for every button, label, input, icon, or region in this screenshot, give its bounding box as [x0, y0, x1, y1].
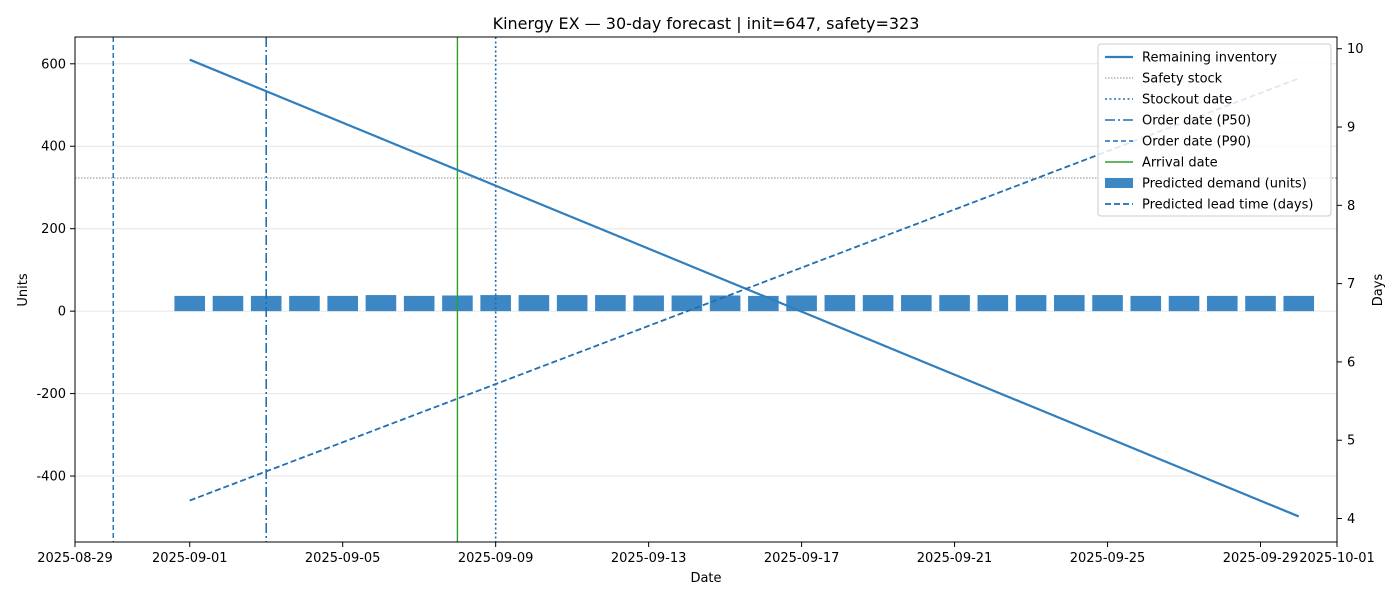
legend-label-order-date-p50: Order date (P50) — [1142, 114, 1251, 129]
demand-bar — [824, 295, 856, 312]
x-axis-title: Date — [690, 571, 721, 586]
legend-label-stockout-date: Stockout date — [1142, 93, 1232, 108]
x-tick-label: 2025-08-29 — [37, 551, 113, 566]
x-tick-label: 2025-09-21 — [917, 551, 993, 566]
legend: Remaining inventory Safety stock Stockout … — [1097, 43, 1332, 217]
y-tick-label: -200 — [36, 387, 66, 402]
legend-label-safety-stock: Safety stock — [1142, 72, 1223, 87]
y-tick-label: 600 — [41, 57, 66, 72]
demand-bar — [786, 295, 817, 312]
series-lines — [189, 58, 1300, 518]
demand-bar — [1283, 295, 1315, 312]
demand-bar — [1130, 295, 1162, 312]
x-tick-label: 2025-09-13 — [611, 551, 687, 566]
demand-bar — [901, 295, 932, 312]
x-tick-label: 2025-09-29 — [1223, 551, 1299, 566]
y-right-tick-label: 7 — [1347, 277, 1355, 292]
y-tick-label: -400 — [36, 470, 66, 485]
x-tick-label: 2025-09-25 — [1070, 551, 1146, 566]
y-right-tick-label: 8 — [1347, 199, 1355, 214]
demand-bar — [289, 295, 320, 312]
demand-bar — [1168, 295, 1200, 312]
y-right-tick-label: 6 — [1347, 355, 1355, 370]
x-tick-label: 2025-09-05 — [305, 551, 381, 566]
plot-frame — [74, 36, 1338, 543]
demand-bar — [633, 295, 664, 312]
inventory-line — [189, 58, 1300, 518]
demand-bar — [212, 295, 244, 312]
axes: -400 -200 0 200 400 600 4 5 6 7 8 9 10 2025-08-29 2025… — [36, 42, 1374, 566]
y-tick-label: 200 — [41, 222, 66, 237]
demand-bars — [174, 295, 1315, 312]
demand-bar — [327, 295, 358, 312]
x-tick-label: 2025-09-09 — [458, 551, 534, 566]
demand-bar — [595, 295, 626, 312]
demand-bar — [518, 295, 550, 312]
y-right-tick-label: 9 — [1347, 121, 1355, 136]
demand-bar — [1245, 295, 1276, 312]
x-tick-label: 2025-09-17 — [764, 551, 840, 566]
y-axis-title: Units — [16, 273, 31, 306]
demand-bar — [1054, 295, 1085, 312]
demand-bar — [1206, 295, 1238, 312]
x-tick-label: 2025-09-01 — [152, 551, 228, 566]
y-right-tick-label: 5 — [1347, 434, 1355, 449]
gridlines — [75, 63, 1337, 477]
demand-bar — [556, 295, 588, 312]
x-tick-label: 2025-10-01 — [1299, 551, 1375, 566]
demand-bar — [403, 295, 435, 312]
demand-bar — [174, 295, 206, 312]
demand-bar — [862, 295, 894, 312]
demand-bar — [977, 295, 1009, 312]
legend-swatch-predicted-demand-units — [1105, 178, 1133, 188]
y-tick-label: 400 — [41, 140, 66, 155]
legend-label-order-date-p90: Order date (P90) — [1142, 135, 1251, 150]
y-right-tick-label: 10 — [1347, 42, 1364, 57]
y-right-tick-label: 4 — [1347, 512, 1355, 527]
demand-bar — [671, 295, 703, 312]
y-right-axis-title: Days — [1371, 274, 1386, 307]
demand-bar — [748, 295, 779, 312]
reference-lines — [75, 37, 1337, 542]
demand-bar — [709, 295, 741, 312]
legend-label-arrival-date: Arrival date — [1142, 156, 1218, 171]
demand-bar — [365, 295, 397, 312]
legend-label-predicted-demand-units: Predicted demand (units) — [1142, 177, 1307, 192]
demand-bar — [1015, 295, 1047, 312]
y-tick-label: 0 — [58, 305, 66, 320]
legend-label-remaining-inventory: Remaining inventory — [1142, 51, 1277, 66]
legend-box — [1097, 43, 1332, 217]
chart-title: Kinergy EX — 30-day forecast | init=647,… — [493, 14, 920, 33]
legend-label-predicted-lead-time-days: Predicted lead time (days) — [1142, 198, 1313, 213]
demand-bar — [1092, 295, 1123, 312]
demand-bar — [939, 295, 970, 312]
